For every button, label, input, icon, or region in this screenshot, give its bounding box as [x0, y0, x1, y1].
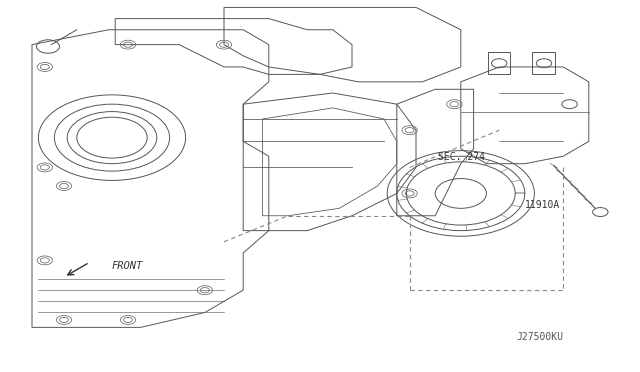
Text: J27500KU: J27500KU [516, 332, 563, 342]
Text: SEC. 274: SEC. 274 [438, 152, 485, 162]
Text: FRONT: FRONT [112, 261, 143, 271]
Text: 11910A: 11910A [525, 200, 560, 210]
